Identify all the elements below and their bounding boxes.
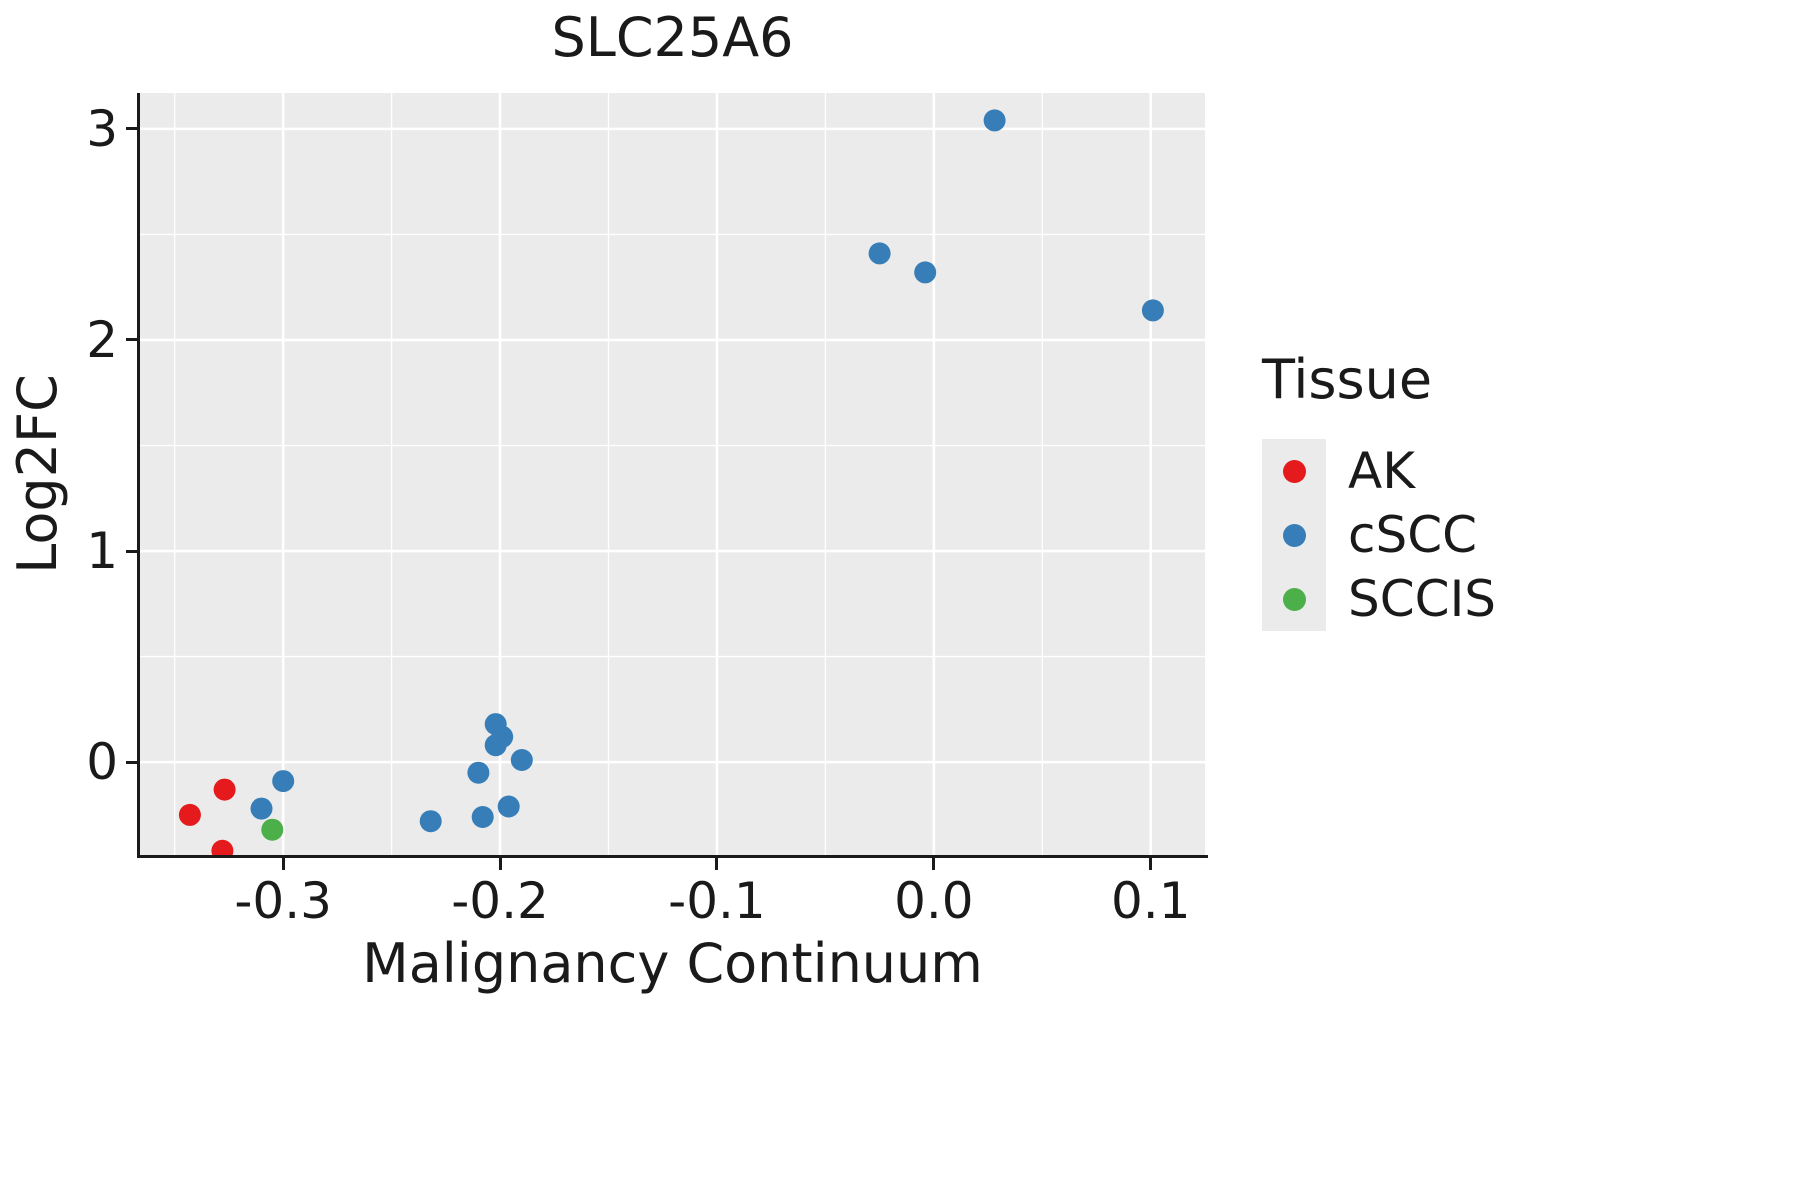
legend-entries: AK cSCC SCCIS xyxy=(1262,439,1496,631)
x-tick-mark xyxy=(932,858,936,870)
data-point-cSCC xyxy=(1141,299,1164,322)
data-point-cSCC xyxy=(497,795,520,818)
legend-dot-icon xyxy=(1282,587,1306,611)
legend-dot-icon xyxy=(1282,459,1306,483)
scatter-canvas xyxy=(140,93,1205,862)
legend-title: Tissue xyxy=(1262,348,1433,411)
x-tick-mark xyxy=(498,858,502,870)
x-tick-mark xyxy=(1149,858,1153,870)
x-tick-mark xyxy=(715,858,719,870)
legend-key xyxy=(1262,439,1326,503)
x-tick-label: -0.2 xyxy=(451,872,549,930)
x-axis-line xyxy=(137,855,1208,858)
y-tick-mark xyxy=(126,127,138,131)
x-axis-title: Malignancy Continuum xyxy=(362,932,983,995)
legend-label: SCCIS xyxy=(1348,570,1497,628)
data-point-AK xyxy=(178,803,201,826)
y-axis-title: Log2FC xyxy=(6,374,69,574)
y-axis-line xyxy=(137,93,140,858)
legend-entry-SCCIS: SCCIS xyxy=(1262,567,1496,631)
data-point-cSCC xyxy=(419,810,442,833)
data-point-cSCC xyxy=(914,261,937,284)
y-tick-label: 0 xyxy=(86,733,118,792)
x-tick-label: -0.1 xyxy=(668,872,766,930)
data-point-cSCC xyxy=(868,242,891,265)
data-point-SCCIS xyxy=(261,818,284,841)
y-tick-mark xyxy=(126,760,138,764)
data-point-cSCC xyxy=(983,109,1006,132)
data-point-cSCC xyxy=(510,749,533,771)
data-point-cSCC xyxy=(471,806,494,828)
data-point-AK xyxy=(211,839,234,862)
data-point-AK xyxy=(213,778,236,801)
x-tick-label: 0.1 xyxy=(1111,872,1191,930)
legend-dot-icon xyxy=(1282,523,1306,547)
data-point-cSCC xyxy=(491,725,514,748)
y-tick-label: 3 xyxy=(86,99,118,158)
plot-title: SLC25A6 xyxy=(551,6,794,69)
data-point-cSCC xyxy=(250,797,273,820)
y-tick-label: 1 xyxy=(86,522,118,581)
plot-panel xyxy=(140,93,1205,862)
data-point-cSCC xyxy=(272,770,295,793)
legend-key xyxy=(1262,567,1326,631)
legend-entry-AK: AK xyxy=(1262,439,1496,503)
x-tick-label: 0.0 xyxy=(894,872,974,930)
x-tick-label: -0.3 xyxy=(234,872,332,930)
legend-key xyxy=(1262,503,1326,567)
legend-label: AK xyxy=(1348,442,1415,500)
x-tick-mark xyxy=(281,858,285,870)
y-tick-label: 2 xyxy=(86,310,118,369)
legend-label: cSCC xyxy=(1348,506,1478,564)
y-tick-mark xyxy=(126,338,138,342)
y-tick-mark xyxy=(126,549,138,553)
legend-entry-cSCC: cSCC xyxy=(1262,503,1496,567)
data-point-cSCC xyxy=(467,761,490,784)
legend: Tissue AK cSCC SCCIS xyxy=(1262,348,1496,631)
